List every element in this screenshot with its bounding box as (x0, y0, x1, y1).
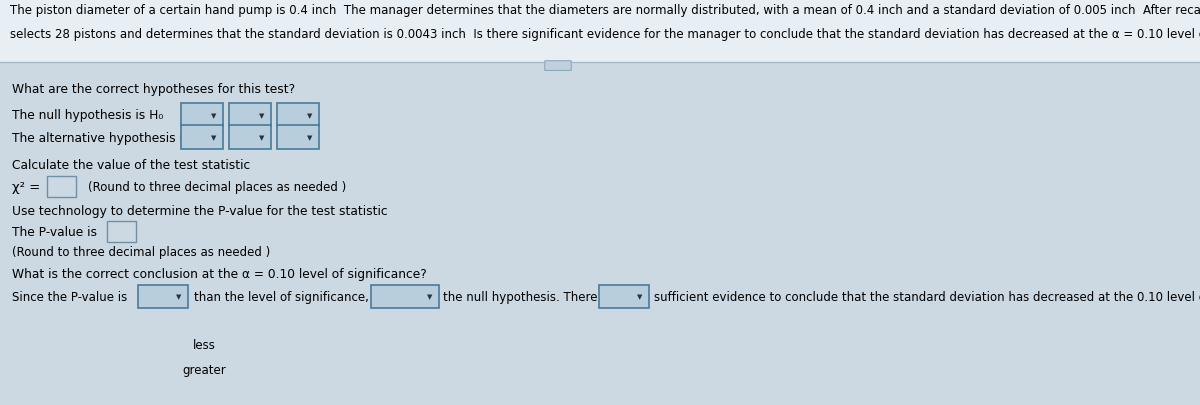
FancyBboxPatch shape (229, 104, 271, 127)
FancyBboxPatch shape (545, 62, 571, 71)
Text: What are the correct hypotheses for this test?: What are the correct hypotheses for this… (12, 83, 295, 96)
FancyBboxPatch shape (371, 285, 439, 309)
Text: What is the correct conclusion at the α = 0.10 level of significance?: What is the correct conclusion at the α … (12, 268, 427, 281)
Text: ▼: ▼ (307, 113, 312, 118)
Text: ▼: ▼ (211, 135, 216, 141)
FancyBboxPatch shape (599, 285, 649, 309)
Text: ▼: ▼ (427, 294, 432, 300)
FancyBboxPatch shape (277, 104, 319, 127)
FancyBboxPatch shape (138, 285, 188, 309)
Text: ▼: ▼ (637, 294, 642, 300)
FancyBboxPatch shape (181, 126, 223, 149)
Text: ▼: ▼ (259, 135, 264, 141)
Text: (Round to three decimal places as needed ): (Round to three decimal places as needed… (12, 246, 270, 259)
Text: the null hypothesis. There: the null hypothesis. There (443, 290, 598, 303)
FancyBboxPatch shape (107, 222, 136, 243)
Text: sufficient evidence to conclude that the standard deviation has decreased at the: sufficient evidence to conclude that the… (654, 290, 1200, 303)
FancyBboxPatch shape (47, 177, 76, 198)
Text: than the level of significance,: than the level of significance, (194, 290, 370, 303)
Text: ···: ··· (554, 64, 562, 69)
Text: The null hypothesis is H₀: The null hypothesis is H₀ (12, 109, 163, 122)
Text: ▼: ▼ (307, 135, 312, 141)
Text: ▼: ▼ (211, 113, 216, 118)
FancyBboxPatch shape (181, 104, 223, 127)
FancyBboxPatch shape (229, 126, 271, 149)
Text: Since the P-value is: Since the P-value is (12, 290, 127, 303)
Text: greater: greater (182, 363, 226, 376)
Text: (Round to three decimal places as needed ): (Round to three decimal places as needed… (88, 181, 346, 194)
Text: selects 28 pistons and determines that the standard deviation is 0.0043 inch  Is: selects 28 pistons and determines that t… (10, 28, 1200, 41)
Text: ▼: ▼ (259, 113, 264, 118)
Text: Use technology to determine the P-value for the test statistic: Use technology to determine the P-value … (12, 204, 388, 217)
Text: The piston diameter of a certain hand pump is 0.4 inch  The manager determines t: The piston diameter of a certain hand pu… (10, 4, 1200, 17)
FancyBboxPatch shape (277, 126, 319, 149)
Text: ▼: ▼ (176, 294, 181, 300)
Text: The P-value is: The P-value is (12, 226, 97, 239)
Text: less: less (192, 339, 216, 352)
Text: The alternative hypothesis is H₁: The alternative hypothesis is H₁ (12, 131, 208, 144)
Text: Calculate the value of the test statistic: Calculate the value of the test statisti… (12, 158, 251, 171)
Text: χ² =: χ² = (12, 181, 41, 194)
FancyBboxPatch shape (0, 0, 1200, 63)
